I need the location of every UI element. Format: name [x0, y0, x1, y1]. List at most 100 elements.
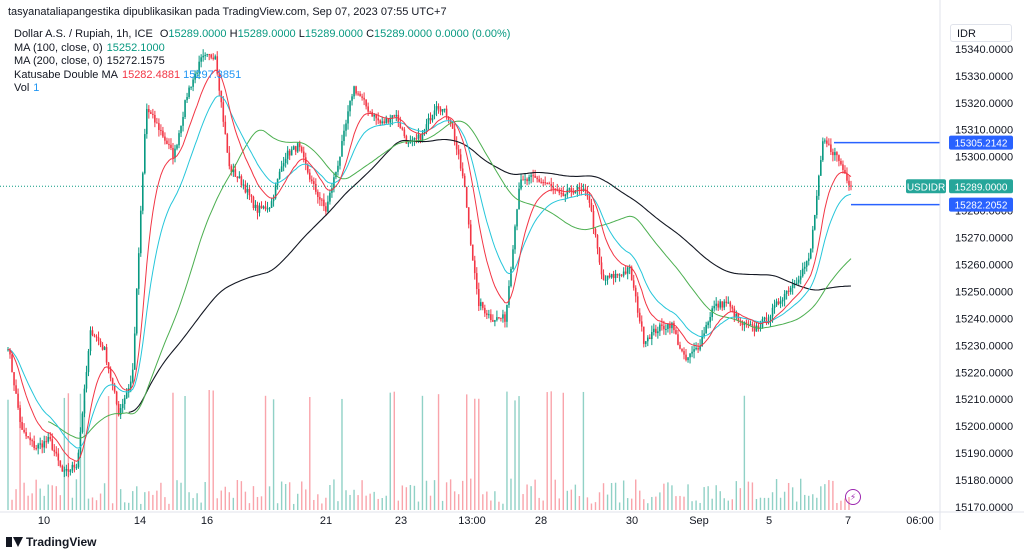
- candle-body: [123, 398, 126, 404]
- price-axis: 15170.0000 15180.0000 15190.0000 15200.0000…: [939, 0, 1013, 530]
- x-tick-label: 14: [134, 515, 146, 527]
- candle-body: [23, 429, 25, 433]
- volume-bar: [413, 485, 416, 510]
- candle-body: [594, 229, 597, 236]
- tradingview-icon: [6, 537, 23, 547]
- candle-body: [707, 322, 709, 326]
- candle-body: [451, 123, 454, 129]
- candle-body: [103, 347, 106, 350]
- lightning-icon[interactable]: ⚡: [845, 489, 861, 505]
- volume-bar: [470, 478, 472, 510]
- currency-label[interactable]: IDR: [950, 24, 1012, 42]
- volume-bar: [590, 503, 593, 510]
- candle-body: [492, 320, 494, 322]
- vol-row[interactable]: Vol 1: [14, 82, 510, 96]
- candle-body: [170, 144, 172, 149]
- candle-body: [715, 303, 718, 306]
- y-tick-label: 15320.0000: [955, 98, 1013, 110]
- candle-body: [25, 432, 27, 437]
- volume-bar: [268, 486, 271, 510]
- candle-body: [415, 138, 418, 140]
- candle-body: [131, 369, 134, 382]
- volume-bar: [771, 492, 774, 510]
- candle-body: [757, 325, 760, 329]
- candle-body: [200, 57, 202, 62]
- volume-bar: [297, 493, 299, 510]
- y-tick-label: 15220.0000: [955, 367, 1013, 379]
- candle-body: [421, 133, 424, 141]
- y-tick-label: 15300.0000: [955, 152, 1013, 164]
- candle-body: [91, 330, 94, 336]
- volume-bar: [321, 503, 323, 510]
- candle-body: [166, 140, 168, 145]
- volume-bar: [15, 489, 17, 510]
- candle-body: [105, 347, 108, 363]
- candle-body: [813, 214, 816, 230]
- candle-body: [667, 324, 669, 329]
- volume-bar: [828, 480, 830, 510]
- volume-bar: [381, 498, 383, 510]
- volume-bar: [67, 393, 70, 510]
- candle-body: [713, 305, 715, 309]
- ma100-row[interactable]: MA (100, close, 0) 15252.1000: [14, 42, 510, 56]
- candle-body: [278, 171, 281, 179]
- candle-body: [429, 118, 432, 121]
- candle-body: [534, 175, 536, 178]
- candle-body: [614, 273, 617, 279]
- volume-bar: [594, 502, 597, 510]
- candle-body: [677, 334, 679, 345]
- candle-body: [739, 320, 742, 322]
- candle-body: [576, 186, 579, 191]
- volume-bar: [99, 493, 102, 510]
- candle-body: [622, 271, 625, 276]
- candle-body: [763, 317, 766, 320]
- candle-body: [526, 179, 528, 182]
- volume-bar: [220, 490, 222, 510]
- candle-body: [773, 305, 776, 308]
- candle-body: [840, 160, 842, 165]
- candle-body: [252, 196, 255, 208]
- candle-body: [546, 182, 549, 184]
- candle-body: [471, 244, 474, 261]
- candle-body: [687, 357, 689, 361]
- candle-body: [510, 268, 512, 287]
- candle-body: [453, 128, 456, 142]
- volume-bar: [578, 495, 581, 510]
- candle-body: [570, 188, 573, 193]
- candle-body: [628, 267, 631, 269]
- candle-body: [129, 381, 132, 389]
- volume-bar: [136, 486, 138, 510]
- candle-body: [469, 224, 472, 245]
- symbol-row[interactable]: Dollar A.S. / Rupiah, 1h, ICE O15289.000…: [14, 28, 510, 42]
- candle-body: [679, 344, 681, 349]
- candle-body: [321, 199, 323, 201]
- candle-body: [550, 183, 553, 187]
- volume-bar: [23, 482, 25, 510]
- candle-body: [830, 144, 832, 152]
- volume-bar: [192, 498, 194, 510]
- tradingview-logo[interactable]: TradingView: [6, 535, 96, 549]
- open-value: 15289.0000: [168, 28, 227, 40]
- candle-body: [387, 118, 390, 123]
- volume-bar: [208, 390, 210, 510]
- candle-body: [194, 73, 196, 80]
- candle-body: [274, 185, 277, 199]
- candle-body: [160, 129, 162, 131]
- low-value: 15289.0000: [304, 28, 363, 40]
- candle-body: [186, 97, 188, 101]
- candle-body: [805, 260, 808, 267]
- candle-body: [572, 192, 575, 194]
- ma200-row[interactable]: MA (200, close, 0) 15272.1575: [14, 55, 510, 69]
- volume-bar: [43, 495, 45, 510]
- volume-bar: [639, 490, 641, 510]
- volume-bar: [779, 497, 782, 510]
- volume-bar: [260, 496, 263, 510]
- candle-body: [29, 437, 31, 441]
- candle-body: [850, 185, 852, 187]
- volume-bar: [775, 479, 778, 510]
- candle-body: [540, 181, 542, 183]
- candle-body: [310, 179, 313, 182]
- candle-body: [315, 183, 317, 192]
- kdm-row[interactable]: Katusabe Double MA 15282.4881 15297.3851: [14, 69, 510, 83]
